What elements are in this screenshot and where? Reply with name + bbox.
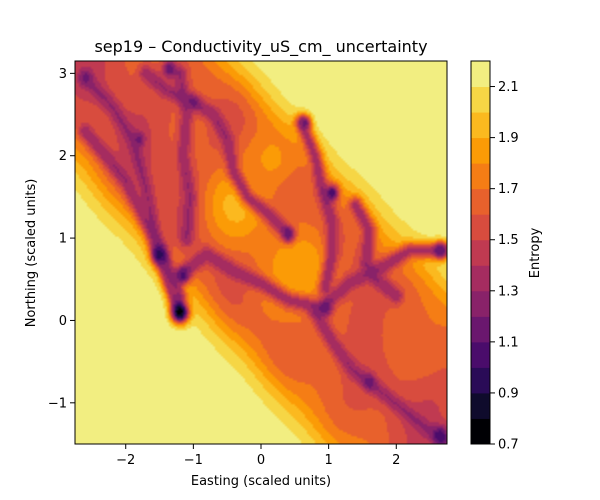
- colorbar-band: [471, 418, 490, 444]
- colorbar-band: [471, 214, 490, 240]
- colorbar-band: [471, 87, 490, 113]
- colorbar-band: [471, 291, 490, 317]
- x-tick-label: 0: [257, 453, 265, 468]
- colorbar-label: Entropy: [528, 227, 543, 278]
- colorbar-tick-label: 0.9: [498, 386, 519, 401]
- y-tick-label: 2: [59, 149, 67, 164]
- colorbar-band: [471, 342, 490, 368]
- colorbar: 0.7 0.9 1.1 1.3 1.5 1.7 1.9 2.1 Entropy: [471, 61, 543, 453]
- colorbar-band: [471, 367, 490, 393]
- colorbar-band: [471, 138, 490, 164]
- y-tick-label: 1: [59, 232, 67, 247]
- colorbar-band: [471, 61, 490, 87]
- x-tick-label: −2: [116, 453, 135, 468]
- colorbar-tick-label: 2.1: [498, 80, 519, 95]
- x-axis: −2 −1 0 1 2: [116, 444, 400, 468]
- colorbar-band: [471, 393, 490, 419]
- colorbar-ticks: 0.7 0.9 1.1 1.3 1.5 1.7 1.9 2.1: [490, 80, 519, 452]
- colorbar-tick-label: 0.7: [498, 438, 519, 453]
- y-axis: −1 0 1 2 3: [48, 67, 75, 411]
- x-tick-label: −1: [184, 453, 203, 468]
- x-axis-label: Easting (scaled units): [191, 474, 331, 489]
- colorbar-tick-label: 1.3: [498, 284, 519, 299]
- colorbar-band: [471, 316, 490, 342]
- plot-area: [75, 61, 447, 444]
- colorbar-band: [471, 240, 490, 266]
- y-tick-label: −1: [48, 396, 67, 411]
- x-tick-label: 2: [392, 453, 400, 468]
- colorbar-band: [471, 163, 490, 189]
- colorbar-band: [471, 112, 490, 138]
- y-tick-label: 0: [59, 314, 67, 329]
- colorbar-tick-label: 1.5: [498, 233, 519, 248]
- colorbar-bands: [471, 61, 490, 445]
- colorbar-band: [471, 189, 490, 215]
- y-axis-label: Northing (scaled units): [24, 179, 39, 328]
- colorbar-tick-label: 1.7: [498, 182, 519, 197]
- y-tick-label: 3: [59, 67, 67, 82]
- colorbar-band: [471, 265, 490, 291]
- x-tick-label: 1: [324, 453, 332, 468]
- colorbar-tick-label: 1.1: [498, 335, 519, 350]
- contour-field: [75, 61, 447, 444]
- colorbar-tick-label: 1.9: [498, 131, 519, 146]
- chart-title: sep19 – Conductivity_uS_cm_ uncertainty: [94, 37, 427, 57]
